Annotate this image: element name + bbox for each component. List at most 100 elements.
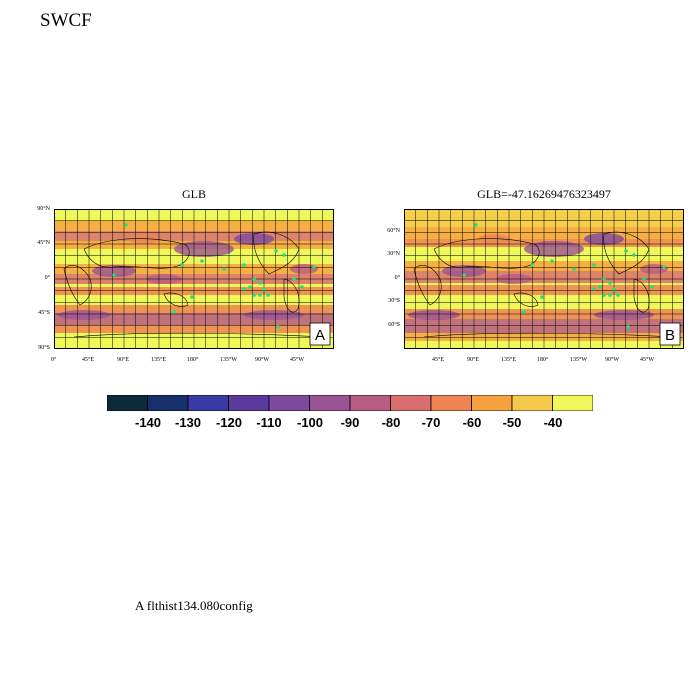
colorbar-label: -120 <box>215 415 243 430</box>
colorbar-swatch <box>147 395 189 411</box>
stipple-dot <box>222 267 226 271</box>
stipple-dot <box>242 263 246 267</box>
stipple-dot <box>190 295 194 299</box>
panel-a-lat-label: 45°S <box>38 310 50 316</box>
colorbar-label: -60 <box>462 415 482 430</box>
stipple-dot <box>626 325 630 329</box>
stipple-dot <box>592 263 596 267</box>
colorbar-label: -50 <box>502 415 522 430</box>
field-blob <box>594 310 654 320</box>
colorbar-label: -140 <box>134 415 162 430</box>
stipple-dot <box>274 249 278 253</box>
stipple-dot <box>662 265 666 269</box>
stipple-dot <box>312 265 316 269</box>
stipple-dot <box>522 310 526 314</box>
colorbar-label: -110 <box>256 415 282 430</box>
stipple-dot <box>608 293 612 297</box>
panel-a-lon-label: 90°W <box>255 357 270 363</box>
colorbar-swatch <box>228 395 270 411</box>
colorbar-label: -100 <box>296 415 324 430</box>
panel-a-lon-label: 90°E <box>117 357 130 363</box>
panel-b-lon-label: 135°W <box>570 357 588 363</box>
stipple-dot <box>112 273 116 277</box>
panel-letter: B <box>665 327 675 344</box>
stipple-dot <box>530 263 534 267</box>
stipple-dot <box>616 293 620 297</box>
stipple-dot <box>462 273 466 277</box>
stipple-dot <box>282 253 286 257</box>
field-blob <box>478 234 510 244</box>
panel-b-lat-label: 60°N <box>387 228 400 234</box>
panel-b-lon-label: 90°E <box>467 357 480 363</box>
stipple-dot <box>258 293 262 297</box>
field-blob <box>244 310 304 320</box>
field-blob <box>290 264 318 274</box>
stipple-dot <box>592 287 596 291</box>
stipple-dot <box>598 285 602 289</box>
stipple-dot <box>474 223 478 227</box>
panel-b-title: GLB=-47.16269476323497 <box>477 187 611 201</box>
panel-b-lat-label: 30°S <box>388 298 400 304</box>
stipple-dot <box>602 293 606 297</box>
stipple-dot <box>248 285 252 289</box>
panel-b-lat-label: 0° <box>394 275 400 281</box>
panel-a-map: A <box>54 209 334 349</box>
panel-b-lon-label: 135°E <box>501 357 517 363</box>
field-blob <box>442 265 486 277</box>
colorbar-swatch <box>349 395 391 411</box>
panel-b-lon-label: 45°W <box>640 357 655 363</box>
colorbar-swatch <box>107 395 148 411</box>
colorbar-swatch <box>471 395 513 411</box>
panel-a-lon-label: 0° <box>51 357 57 363</box>
panel-letter-box <box>659 322 681 346</box>
colorbar-label: -80 <box>381 415 401 430</box>
coastline <box>283 278 300 313</box>
map-frame <box>54 209 334 349</box>
colorbar-swatch <box>390 395 432 411</box>
stipple-dot <box>602 277 606 281</box>
field-blob <box>92 265 136 277</box>
panel-a-title: GLB <box>182 187 206 201</box>
stipple-dot <box>252 293 256 297</box>
stipple-dot <box>292 277 296 281</box>
colorbar-label: -130 <box>174 415 202 430</box>
stipple-dot <box>124 223 128 227</box>
stipple-dot <box>624 249 628 253</box>
field-blob <box>174 241 234 257</box>
colorbar <box>107 395 593 411</box>
stipple-dot <box>242 287 246 291</box>
panel-a-lon-label: 135°E <box>151 357 167 363</box>
panel-a-lat-label: 90°N <box>37 206 50 212</box>
panel-b-lon-label: 45°E <box>432 357 445 363</box>
colorbar-label: -40 <box>543 415 563 430</box>
field-blob <box>524 241 584 257</box>
coastline <box>433 238 540 269</box>
colorbar-swatch <box>430 395 472 411</box>
stipple-dot <box>540 295 544 299</box>
map-frame <box>404 209 684 349</box>
stipple-dot <box>276 325 280 329</box>
panel-a-lat-label: 0° <box>44 275 50 281</box>
coastline <box>633 278 650 313</box>
stipple-dot <box>262 287 266 291</box>
panel-letter-box <box>309 322 331 346</box>
stipple-dot <box>608 281 612 285</box>
panel-a-lon-label: 45°W <box>290 357 305 363</box>
colorbar-swatch <box>268 395 310 411</box>
colorbar-swatch <box>309 395 351 411</box>
stipple-dot <box>172 310 176 314</box>
colorbar-swatch <box>552 395 593 411</box>
coastline <box>83 238 190 269</box>
colorbar-label: -90 <box>340 415 360 430</box>
colorbar-label: -70 <box>421 415 441 430</box>
stipple-dot <box>200 259 204 263</box>
panel-b-lat-label: 30°N <box>387 251 400 257</box>
coastline <box>423 332 675 338</box>
colorbar-swatch <box>187 395 229 411</box>
field-blob <box>128 234 160 244</box>
panel-a-lon-label: 135°W <box>220 357 238 363</box>
stipple-dot <box>550 259 554 263</box>
stipple-dot <box>180 263 184 267</box>
field-blob <box>640 264 668 274</box>
panel-a-lat-label: 90°S <box>38 345 50 351</box>
